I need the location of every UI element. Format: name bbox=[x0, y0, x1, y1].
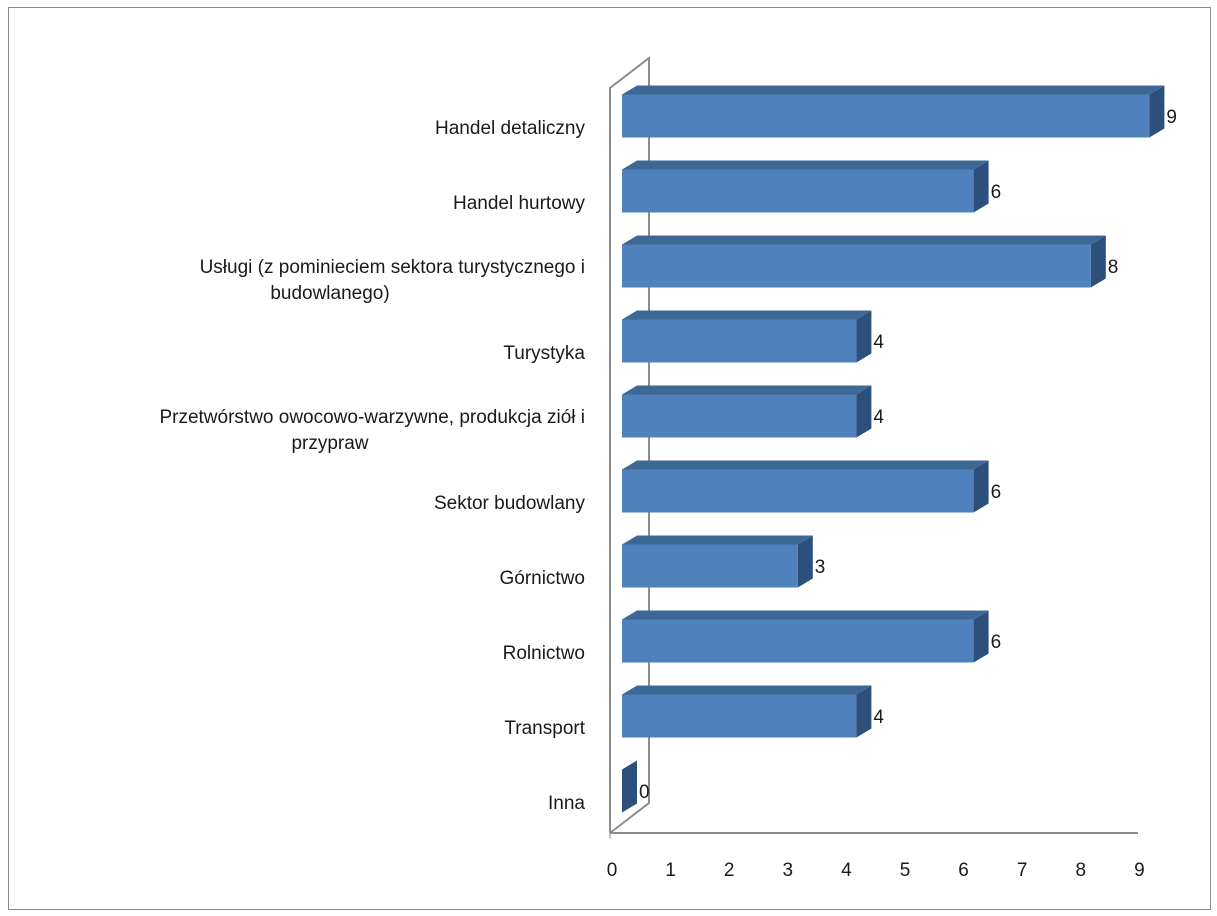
x-tick-label: 9 bbox=[1134, 860, 1145, 881]
data-label: 8 bbox=[1108, 257, 1119, 278]
bar bbox=[622, 385, 872, 438]
x-tick-label: 8 bbox=[1076, 860, 1087, 881]
data-label: 6 bbox=[991, 182, 1002, 203]
category-label: Handel hurtowy bbox=[453, 193, 586, 214]
category-label: Usługi (z pominieciem sektora turystyczn… bbox=[200, 257, 585, 278]
category-label: Rolnictwo bbox=[503, 643, 585, 664]
category-label: Inna bbox=[548, 793, 585, 814]
category-label: Przetwórstwo owocowo-warzywne, produkcja… bbox=[159, 407, 585, 428]
x-axis: 0 1 2 3 4 5 6 7 8 9 bbox=[607, 832, 1145, 881]
bar-front-face bbox=[622, 169, 974, 213]
side-wall-outline bbox=[609, 55, 650, 834]
x-tick-label: 3 bbox=[783, 860, 794, 881]
bar-top-face bbox=[622, 610, 989, 620]
data-labels: 9 6 8 4 4 6 3 6 4 0 bbox=[639, 107, 1177, 803]
bar bbox=[622, 535, 813, 588]
bar-top-face bbox=[622, 85, 1165, 95]
bar bbox=[622, 685, 872, 738]
x-tick-label: 5 bbox=[900, 860, 911, 881]
bar-top-face bbox=[622, 235, 1106, 245]
bar bbox=[622, 310, 872, 363]
x-tick-label: 4 bbox=[841, 860, 852, 881]
chart-walls bbox=[609, 55, 650, 834]
bar-front-face bbox=[622, 544, 798, 588]
category-label: Turystyka bbox=[503, 343, 585, 364]
bar-front-face bbox=[622, 619, 974, 663]
bar-side-face bbox=[973, 160, 989, 213]
x-tick-label: 6 bbox=[958, 860, 969, 881]
category-label: Handel detaliczny bbox=[435, 118, 585, 139]
bar-front-face bbox=[622, 244, 1091, 288]
bar-side-face bbox=[1090, 235, 1106, 288]
bar bbox=[622, 85, 1165, 138]
bar bbox=[622, 610, 989, 663]
data-label: 6 bbox=[991, 482, 1002, 503]
bar-front-face bbox=[622, 694, 857, 738]
data-label: 9 bbox=[1166, 107, 1177, 128]
bar-front-face bbox=[622, 469, 974, 513]
bar bbox=[622, 235, 1106, 288]
category-label: przypraw bbox=[291, 433, 368, 454]
bar-side-face bbox=[856, 310, 872, 363]
bar-side-face bbox=[973, 610, 989, 663]
data-label: 3 bbox=[815, 557, 826, 578]
category-labels: Handel detaliczny Handel hurtowy Usługi (z… bbox=[159, 118, 585, 814]
bar-top-face bbox=[622, 385, 872, 395]
bar bbox=[622, 160, 989, 213]
data-label: 0 bbox=[639, 782, 650, 803]
bar-side-face bbox=[1149, 85, 1165, 138]
bar bbox=[622, 460, 989, 513]
x-tick-label: 7 bbox=[1017, 860, 1028, 881]
bar-side-face bbox=[797, 535, 813, 588]
bar-top-face bbox=[622, 685, 872, 695]
data-label: 4 bbox=[873, 707, 884, 728]
category-label: Transport bbox=[504, 718, 585, 739]
bar-front-face bbox=[622, 319, 857, 363]
bar-side-face bbox=[856, 385, 872, 438]
category-label: Sektor budowlany bbox=[434, 493, 586, 514]
x-tick-label: 0 bbox=[607, 860, 618, 881]
bar-top-face bbox=[622, 535, 813, 545]
x-tick-label: 1 bbox=[665, 860, 676, 881]
bar-top-face bbox=[622, 460, 989, 470]
bar bbox=[622, 760, 637, 813]
bar-front-face bbox=[622, 94, 1150, 138]
bar-top-face bbox=[622, 310, 872, 320]
x-tick-label: 2 bbox=[724, 860, 735, 881]
bars-group bbox=[622, 85, 1165, 813]
category-label: Górnictwo bbox=[499, 568, 585, 589]
bar-top-face bbox=[622, 160, 989, 170]
bar-side-face bbox=[856, 685, 872, 738]
data-label: 6 bbox=[991, 632, 1002, 653]
bar-side-face bbox=[973, 460, 989, 513]
data-label: 4 bbox=[873, 407, 884, 428]
category-label: budowlanego) bbox=[270, 283, 389, 304]
bar-side-face bbox=[622, 760, 637, 813]
data-label: 4 bbox=[873, 332, 884, 353]
bar-front-face bbox=[622, 394, 857, 438]
